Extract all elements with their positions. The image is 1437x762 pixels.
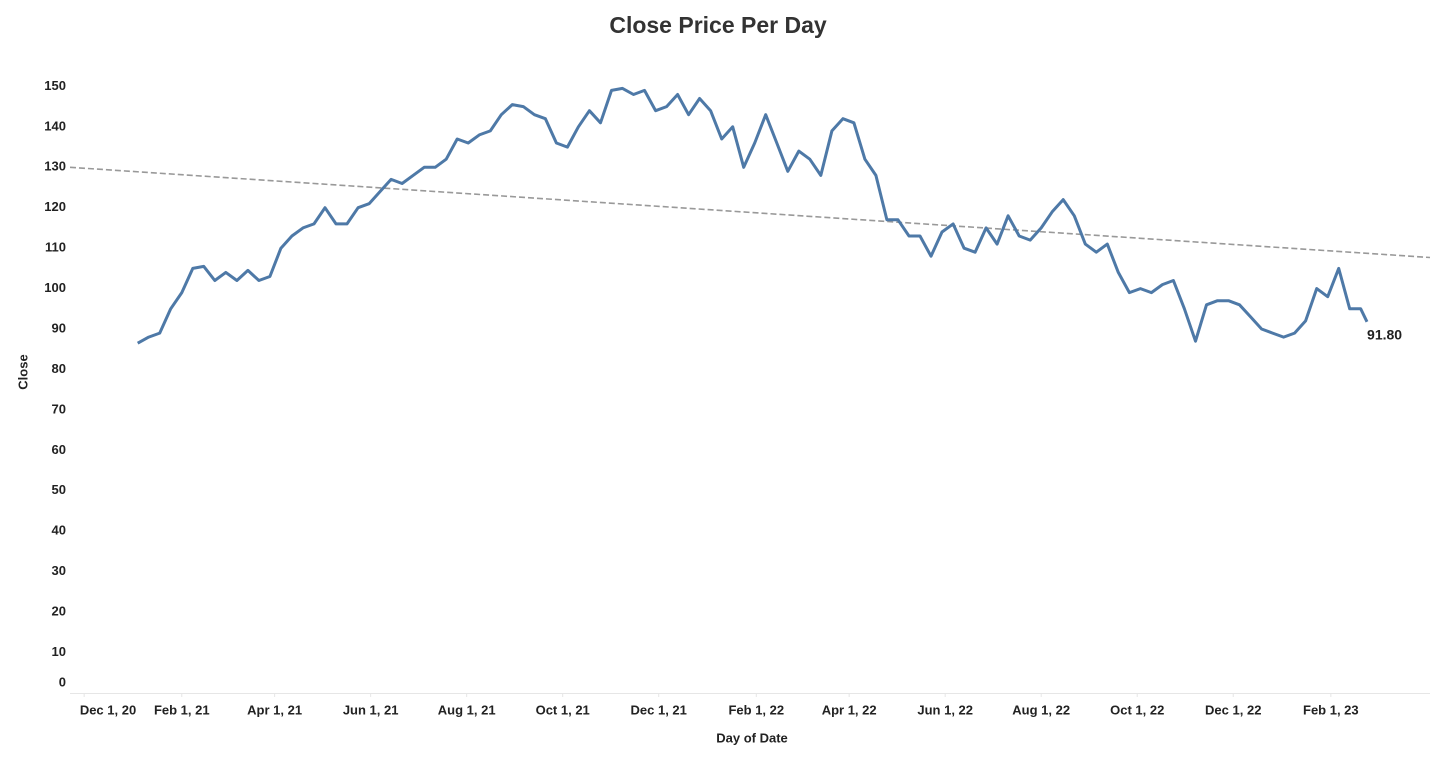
chart-title: Close Price Per Day [609, 12, 827, 38]
trend-line [69, 166, 1431, 259]
y-tick-label: 0 [59, 674, 66, 689]
y-tick-label: 150 [44, 78, 66, 93]
y-tick-label: 110 [45, 240, 66, 255]
y-tick-label: 70 [52, 401, 66, 416]
x-tick-label: Oct 1, 21 [536, 702, 590, 717]
x-tick-label: Feb 1, 22 [728, 702, 784, 717]
y-tick-label: 90 [52, 320, 66, 335]
y-tick-label: 40 [52, 523, 66, 538]
x-tick-label: Dec 1, 20 [80, 702, 136, 717]
y-tick-label: 130 [44, 159, 66, 174]
x-tick-label: Dec 1, 21 [631, 702, 687, 717]
y-tick-label: 10 [52, 644, 66, 659]
y-tick-label: 80 [52, 361, 66, 376]
y-tick-label: 140 [44, 118, 66, 133]
x-tick-label: Feb 1, 23 [1303, 702, 1359, 717]
x-axis-title: Day of Date [716, 730, 788, 745]
x-tick-label: Feb 1, 21 [154, 702, 210, 717]
y-tick-label: 20 [52, 604, 66, 619]
x-tick-label: Dec 1, 22 [1205, 702, 1261, 717]
y-tick-label: 100 [44, 280, 66, 295]
y-tick-label: 50 [52, 482, 66, 497]
y-tick-label: 30 [52, 563, 66, 578]
price-line [136, 86, 1369, 345]
y-tick-label: 60 [52, 442, 66, 457]
y-axis-title: Close [15, 354, 30, 389]
x-tick-label: Jun 1, 22 [917, 702, 973, 717]
x-tick-label: Oct 1, 22 [1110, 702, 1164, 717]
x-tick-label: Aug 1, 21 [438, 702, 496, 717]
y-tick-label: 120 [44, 199, 66, 214]
x-tick-label: Apr 1, 22 [822, 702, 877, 717]
x-tick-label: Apr 1, 21 [247, 702, 302, 717]
x-tick-label: Aug 1, 22 [1012, 702, 1070, 717]
data-label: 91.80 [1367, 326, 1402, 342]
x-tick-label: Jun 1, 21 [343, 702, 399, 717]
